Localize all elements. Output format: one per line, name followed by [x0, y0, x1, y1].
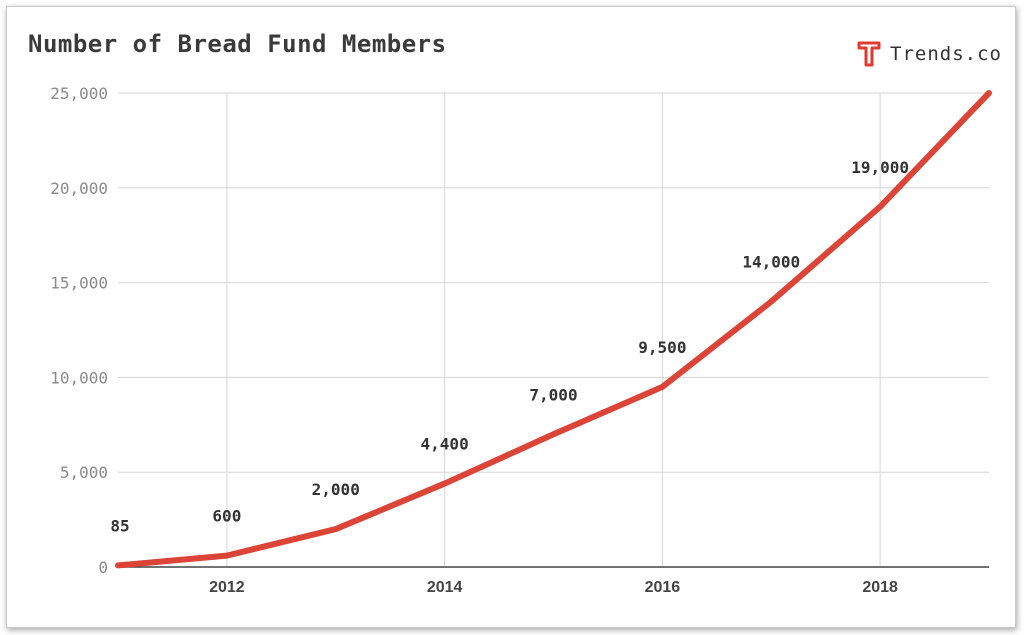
data-point	[988, 92, 990, 94]
y-tick-label: 0	[98, 558, 108, 577]
y-tick-label: 25,000	[50, 84, 108, 103]
data-label: 19,000	[851, 158, 909, 177]
data-label: 14,000	[742, 253, 800, 272]
data-point	[879, 206, 881, 208]
chart-title: Number of Bread Fund Members	[28, 30, 447, 58]
y-tick-label: 20,000	[50, 179, 108, 198]
x-tick-label: 2014	[427, 579, 463, 596]
y-tick-label: 10,000	[50, 368, 108, 387]
trends-t-logo-icon	[857, 41, 881, 67]
data-labels: 85 600 2,000 4,400 7,000 9,500 14,000 19,000	[110, 158, 909, 536]
data-label: 4,400	[421, 435, 469, 454]
data-point	[444, 483, 446, 485]
brand[interactable]: Trends.co	[856, 40, 1002, 68]
data-point	[661, 386, 663, 388]
data-label: 7,000	[529, 385, 577, 404]
y-axis-ticks: 0 5,000 10,000 15,000 20,000 25,000	[50, 84, 108, 577]
y-tick-label: 5,000	[60, 463, 108, 482]
data-label: 2,000	[312, 480, 360, 499]
data-point	[553, 433, 555, 435]
x-axis-ticks: 2012 2014 2016 2018	[209, 579, 898, 596]
x-tick-label: 2012	[209, 579, 245, 596]
series-layer	[115, 90, 992, 569]
data-label: 85	[110, 516, 129, 535]
series-line	[115, 90, 992, 569]
data-point	[117, 564, 119, 566]
data-point	[770, 301, 772, 303]
chart-card	[6, 6, 1016, 628]
data-point	[226, 555, 228, 557]
data-point	[335, 528, 337, 530]
grid	[118, 92, 989, 568]
y-tick-label: 15,000	[50, 274, 108, 293]
x-tick-label: 2016	[645, 579, 681, 596]
data-label: 9,500	[638, 338, 686, 357]
brand-name: Trends.co	[890, 43, 1002, 65]
data-label: 600	[212, 507, 241, 526]
x-tick-label: 2018	[862, 579, 898, 596]
